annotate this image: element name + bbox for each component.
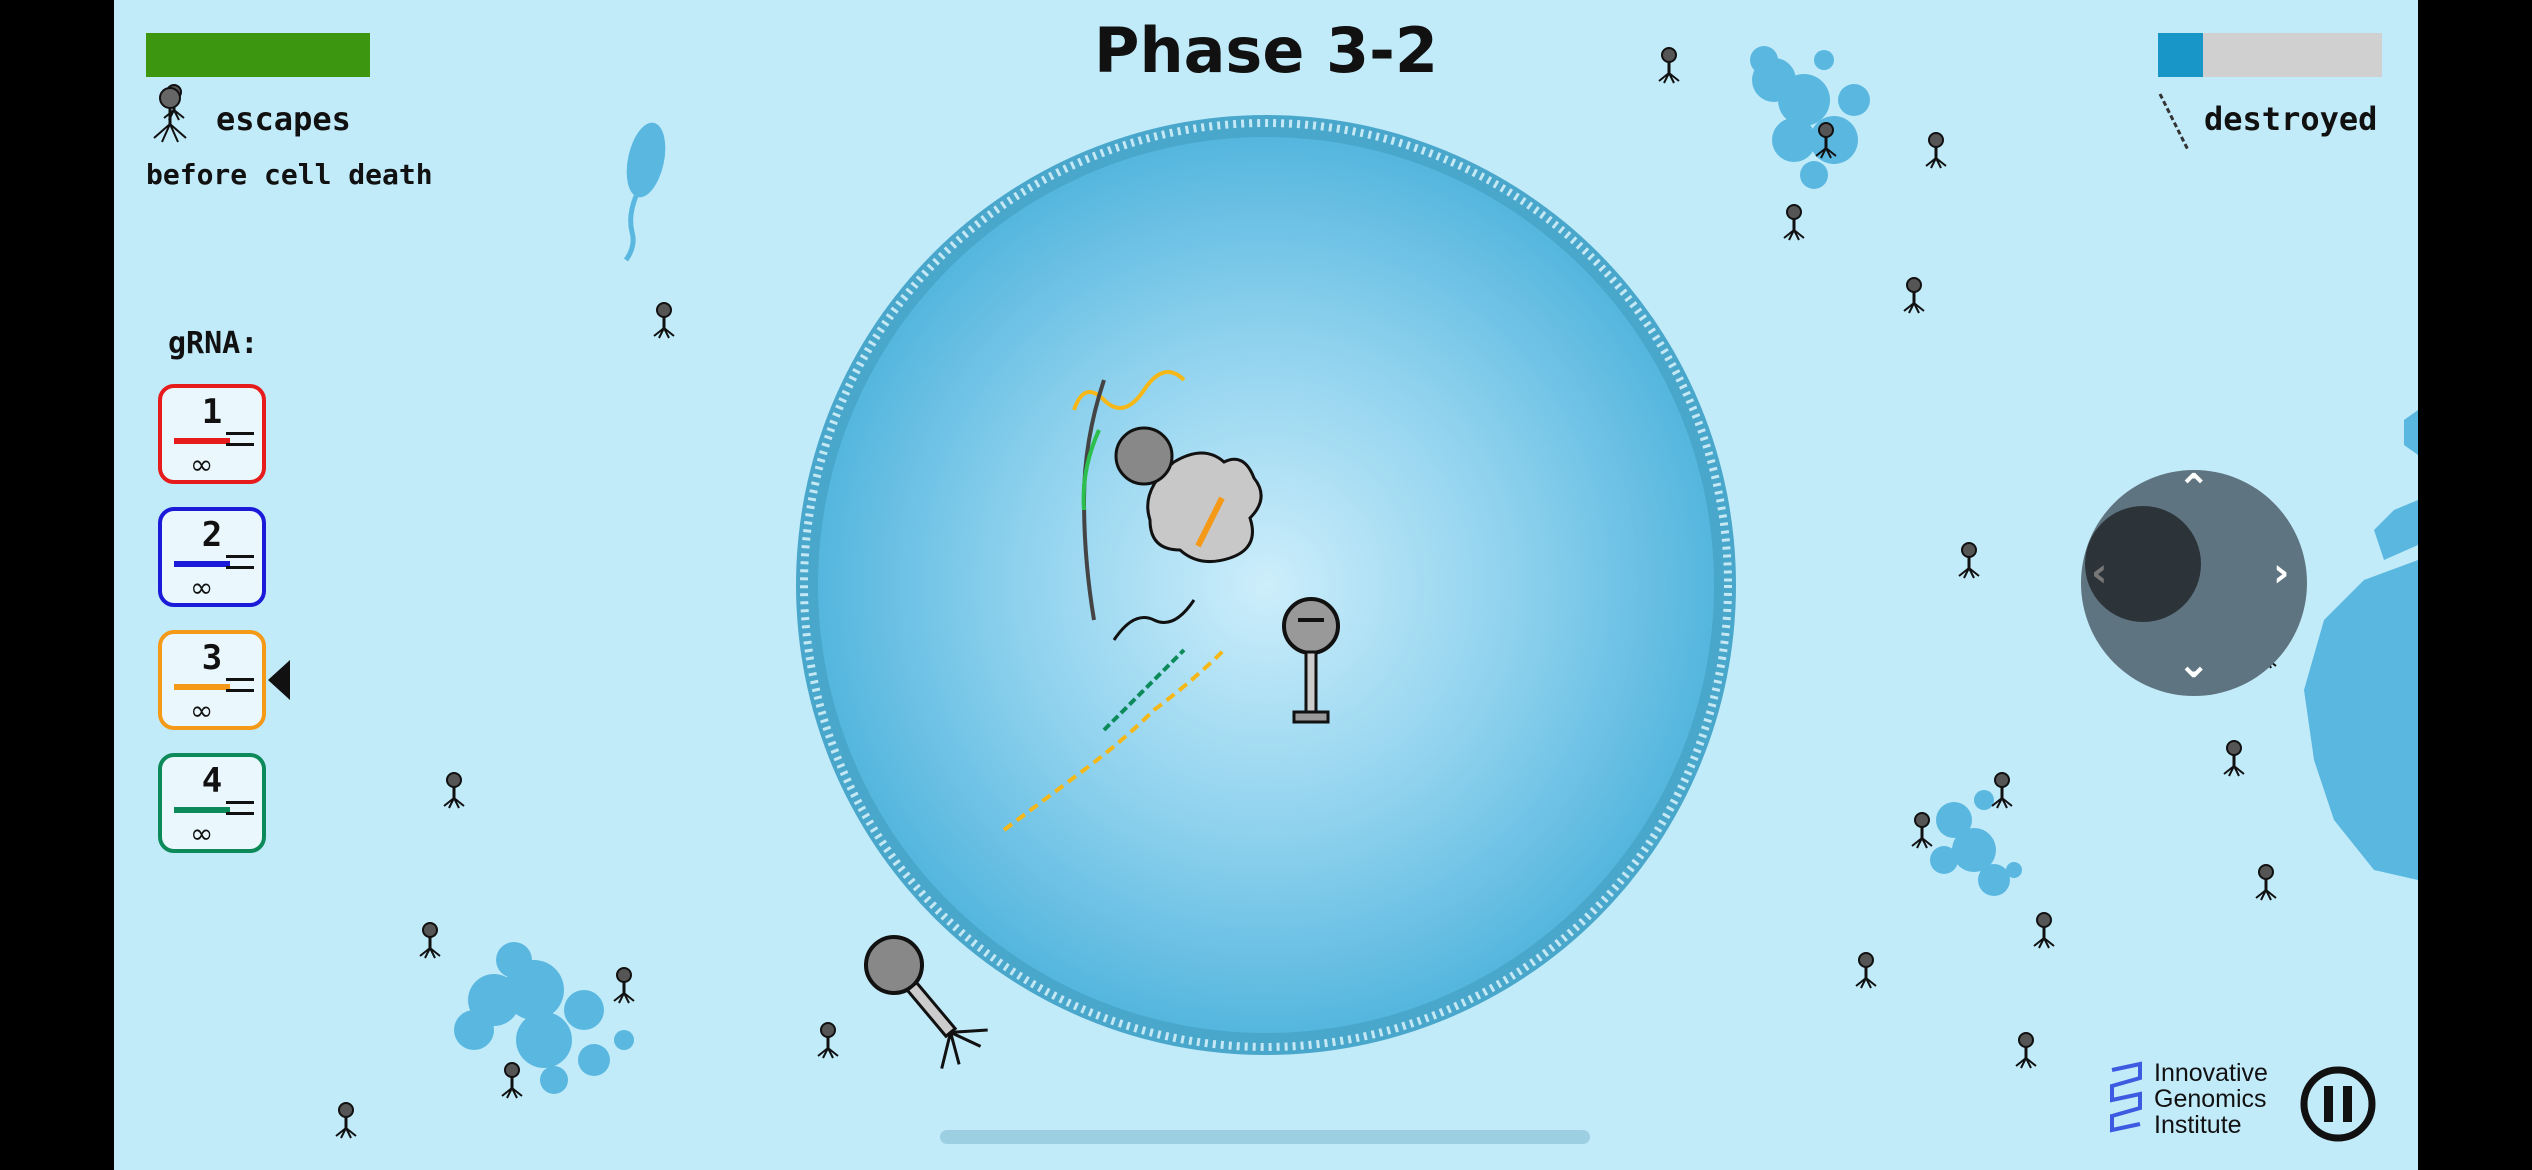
arrow-right-icon: ›	[2273, 550, 2290, 596]
debris-cluster	[454, 46, 2022, 1094]
grna-card-2[interactable]: 2 ∞	[158, 507, 266, 607]
cas-protein-icon: ∞	[190, 694, 214, 727]
escape-progress-fill	[146, 33, 370, 77]
game-screen: Phase 3-2 escapes before cell death dest…	[114, 0, 2418, 1170]
phage-icon	[500, 1061, 524, 1100]
grna-strand-icon	[174, 561, 230, 567]
pause-button[interactable]	[2298, 1064, 2378, 1144]
phage-icon	[2222, 739, 2246, 778]
phage-icon	[1990, 771, 2014, 810]
grna-strand-icon	[174, 438, 230, 444]
attached-phage	[864, 935, 988, 1069]
grna-card-number: 2	[201, 515, 223, 555]
grna-card-number: 4	[201, 761, 223, 801]
joystick-knob[interactable]	[2085, 506, 2201, 622]
joystick[interactable]: ⌃ ⌃ › ‹	[2081, 466, 2307, 696]
bacterium-icon	[626, 122, 666, 198]
cas-protein-icon: ∞	[190, 571, 214, 604]
phage-icon	[1902, 276, 1926, 315]
phage-icon	[1910, 811, 1934, 850]
host-cell	[796, 115, 1736, 1055]
arrow-up-icon: ⌃	[2177, 466, 2211, 512]
igi-logo-icon	[2110, 1061, 2142, 1133]
grna-card-1[interactable]: 1 ∞	[158, 384, 266, 484]
arrow-down-icon: ⌃	[2177, 638, 2211, 684]
home-indicator	[940, 1130, 1590, 1144]
escapes-sublabel: before cell death	[146, 158, 433, 191]
grna-selection-arrow-icon	[268, 660, 290, 700]
destroyed-progress-bar	[2158, 33, 2382, 77]
phage-icon	[816, 1021, 840, 1060]
phage-icon	[2014, 1031, 2038, 1070]
dna-icon	[2158, 93, 2190, 151]
phage-icon	[1782, 203, 1806, 242]
grna-strand-icon	[174, 684, 230, 690]
logo-line: Institute	[2154, 1111, 2242, 1139]
grna-comb-icon	[226, 432, 254, 446]
grna-card-number: 1	[201, 392, 223, 432]
logo-line: Genomics	[2154, 1085, 2267, 1113]
destroyed-label: destroyed	[2204, 100, 2378, 138]
grna-card-4[interactable]: 4 ∞	[158, 753, 266, 853]
game-scene	[162, 46, 2418, 1140]
escape-progress-bar	[146, 33, 370, 77]
phage-icon	[652, 301, 676, 340]
phage-icon	[153, 87, 187, 143]
igi-logo-text: Innovative Genomics Institute	[2154, 1060, 2268, 1138]
grna-comb-icon	[226, 801, 254, 815]
phage-icon	[1854, 951, 1878, 990]
destroyed-progress-fill	[2158, 33, 2203, 77]
escapes-label: escapes	[216, 100, 351, 138]
phage-dna	[1002, 370, 1226, 832]
phage-icon	[418, 921, 442, 960]
grna-comb-icon	[226, 678, 254, 692]
cas-protein-icon: ∞	[190, 817, 214, 850]
grna-card-3[interactable]: 3 ∞	[158, 630, 266, 730]
phage-icon	[442, 771, 466, 810]
logo-line: Innovative	[2154, 1059, 2268, 1087]
cas9-protein	[1114, 426, 1263, 564]
cell-fragment	[2304, 560, 2418, 880]
pause-icon	[2324, 1086, 2333, 1122]
phage-icon	[612, 966, 636, 1005]
phage-icon	[334, 1101, 358, 1140]
arrow-left-icon: ‹	[2091, 550, 2108, 596]
player-phage	[1282, 597, 1340, 724]
grna-heading: gRNA:	[168, 326, 259, 361]
phage-icon	[2032, 911, 2056, 950]
grna-comb-icon	[226, 555, 254, 569]
phage-icon	[1957, 541, 1981, 580]
phase-title: Phase 3-2	[1094, 14, 1438, 87]
phage-icon	[2254, 863, 2278, 902]
cas-protein-icon: ∞	[190, 448, 214, 481]
grna-card-number: 3	[201, 638, 223, 678]
phage-icon	[1924, 131, 1948, 170]
grna-strand-icon	[174, 807, 230, 813]
